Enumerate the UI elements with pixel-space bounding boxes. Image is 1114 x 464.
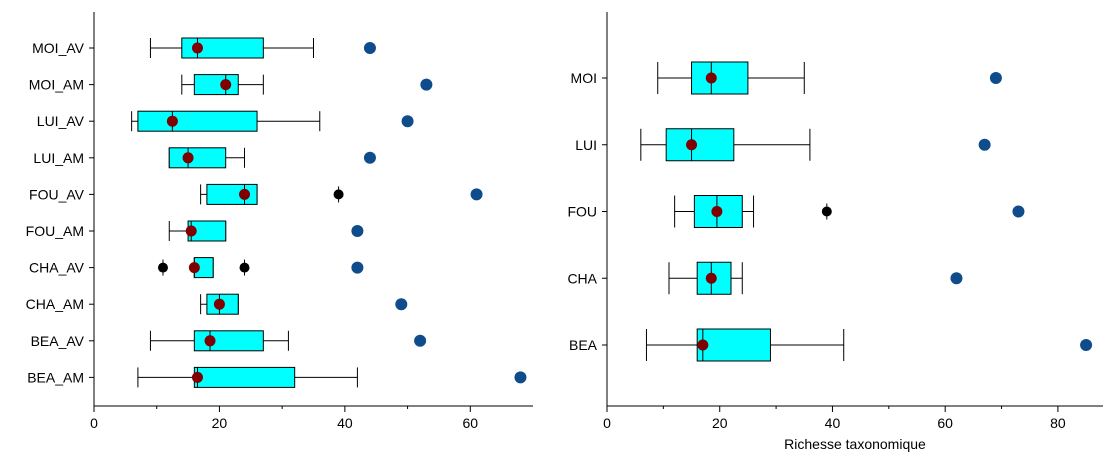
mean-point bbox=[705, 72, 717, 84]
category-label: FOU bbox=[567, 204, 597, 220]
box-iqr bbox=[193, 366, 296, 388]
extra-point bbox=[978, 138, 991, 151]
x-tick-label: 0 bbox=[90, 415, 98, 431]
x-axis-title: Richesse taxonomique bbox=[784, 436, 926, 452]
category-label: BEA bbox=[569, 337, 598, 353]
mean-point bbox=[711, 206, 723, 217]
category-label: BEA_AV bbox=[31, 333, 85, 349]
outlier-point bbox=[239, 262, 250, 273]
mean-point bbox=[182, 152, 194, 164]
x-tick-label: 60 bbox=[937, 415, 953, 431]
category-label: CHA bbox=[567, 270, 597, 286]
x-tick-label: 40 bbox=[337, 415, 353, 431]
extra-point bbox=[395, 298, 408, 311]
category-label: FOU_AM bbox=[26, 223, 84, 239]
mean-point bbox=[220, 79, 232, 91]
mean-point bbox=[213, 298, 225, 310]
box-iqr bbox=[193, 74, 239, 96]
outlier-point bbox=[333, 189, 344, 200]
category-label: LUI_AV bbox=[37, 113, 85, 129]
extra-point bbox=[470, 188, 483, 201]
category-label: BEA_AM bbox=[27, 369, 84, 385]
category-label: LUI bbox=[575, 137, 597, 153]
mean-point bbox=[166, 115, 178, 127]
x-tick-label: 20 bbox=[212, 415, 228, 431]
mean-point bbox=[191, 42, 203, 54]
extra-point bbox=[363, 42, 376, 54]
x-tick-label: 0 bbox=[603, 415, 611, 431]
category-label: FOU_AV bbox=[29, 186, 85, 202]
extra-point bbox=[420, 78, 433, 91]
extra-point bbox=[414, 334, 427, 347]
box-iqr bbox=[665, 128, 735, 162]
category-label: MOI bbox=[571, 70, 597, 86]
extra-point bbox=[950, 272, 963, 285]
x-tick-label: 80 bbox=[1050, 415, 1066, 431]
mean-point bbox=[185, 225, 197, 237]
mean-point bbox=[188, 262, 200, 274]
mean-point bbox=[239, 188, 251, 200]
outlier-point bbox=[821, 206, 832, 217]
mean-point bbox=[705, 272, 717, 284]
mean-point bbox=[204, 335, 216, 347]
mean-point bbox=[191, 371, 203, 383]
x-tick-label: 20 bbox=[712, 415, 728, 431]
box-iqr bbox=[168, 147, 227, 169]
extra-point bbox=[351, 261, 364, 274]
x-tick-label: 60 bbox=[462, 415, 478, 431]
extra-point bbox=[989, 72, 1002, 84]
extra-point bbox=[1012, 205, 1025, 218]
category-label: MOI_AV bbox=[32, 40, 85, 56]
mean-point bbox=[697, 339, 709, 351]
outlier-point bbox=[157, 262, 168, 273]
category-label: CHA_AV bbox=[29, 260, 85, 276]
left-chart-panel: 0 20 40 60 MOI_AV MOI_AM LUI_AV LUI_AM FOU_AV FOU… bbox=[26, 12, 533, 431]
box-iqr bbox=[696, 328, 771, 362]
right-chart-panel: 0 20 40 60 80 Richesse taxonomique MOI LUI FOU CH… bbox=[567, 12, 1103, 452]
category-label: LUI_AM bbox=[33, 150, 84, 166]
box-iqr bbox=[137, 110, 258, 132]
mean-point bbox=[686, 139, 698, 151]
extra-point bbox=[351, 225, 364, 237]
category-label: MOI_AM bbox=[29, 77, 84, 93]
extra-point bbox=[401, 115, 414, 128]
extra-point bbox=[363, 151, 376, 164]
x-tick-label: 40 bbox=[825, 415, 841, 431]
box-iqr bbox=[181, 37, 264, 59]
category-label: CHA_AM bbox=[26, 296, 84, 312]
extra-point bbox=[1080, 339, 1093, 351]
box-iqr bbox=[691, 61, 749, 95]
extra-point bbox=[514, 371, 527, 384]
